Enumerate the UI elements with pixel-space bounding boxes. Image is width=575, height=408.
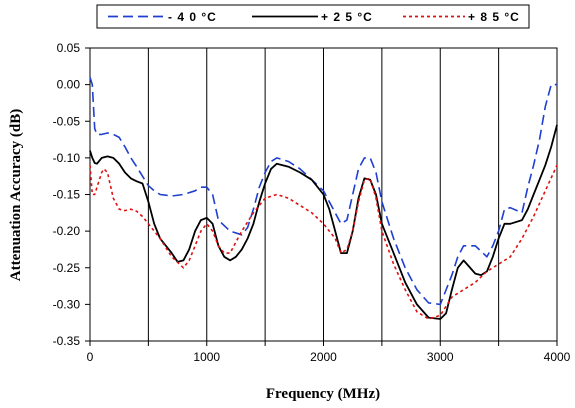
x-tick-label: 4000: [544, 350, 571, 364]
y-tick-label: 0.00: [57, 78, 81, 92]
legend-label-0: - 4 0 °C: [168, 10, 217, 24]
y-tick-label: 0.05: [57, 41, 81, 55]
x-tick-label: 3000: [427, 350, 454, 364]
y-tick-label: -0.30: [53, 297, 81, 311]
series-line-1: [89, 124, 558, 320]
y-axis-ticks: 0.05 0.00 -0.05 -0.10 -0.15 -0.20 -0.25 -0.30 -0…: [53, 41, 90, 348]
x-tick-label: 0: [87, 350, 94, 364]
y-tick-label: -0.15: [53, 188, 81, 202]
y-axis-title: Attenuation Accuracy (dB): [8, 109, 24, 282]
y-tick-label: -0.10: [53, 151, 81, 165]
x-tick-label: 1000: [193, 350, 220, 364]
x-axis-title: Frequency (MHz): [266, 386, 380, 402]
series-line-2: [89, 164, 558, 320]
x-axis-ticks: 0 1000 2000 3000 4000: [87, 341, 571, 364]
y-tick-label: -0.05: [53, 114, 81, 128]
legend-label-1: + 2 5 °C: [321, 10, 373, 24]
legend-label-2: + 8 5 °C: [468, 10, 520, 24]
legend: - 4 0 °C + 2 5 °C + 8 5 °C: [108, 10, 520, 24]
y-tick-label: -0.25: [53, 261, 81, 275]
series-line-0: [89, 77, 557, 306]
x-tick-label: 2000: [310, 350, 337, 364]
data-series: [89, 77, 558, 320]
y-tick-label: -0.35: [53, 334, 81, 348]
y-tick-label: -0.20: [53, 224, 81, 238]
